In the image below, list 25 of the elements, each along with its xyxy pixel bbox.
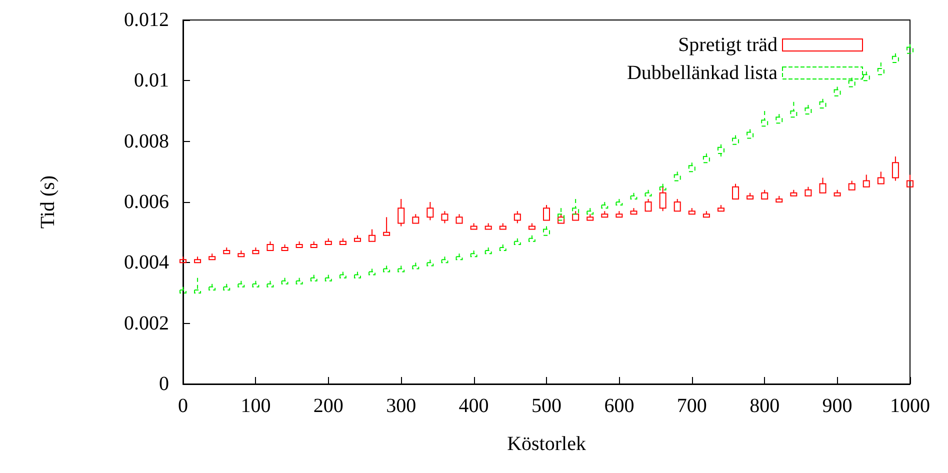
x-tick-label: 0 xyxy=(178,395,188,417)
x-axis-title: Köstorlek xyxy=(507,433,586,455)
candlestick xyxy=(398,198,405,227)
y-axis-title: Tid (s) xyxy=(37,175,59,229)
x-tick-label: 200 xyxy=(313,395,344,417)
y-tick-label: 0.002 xyxy=(124,312,169,334)
y-tick-label: 0.008 xyxy=(124,130,169,152)
x-tick-label: 800 xyxy=(750,395,780,417)
candlestick xyxy=(717,144,724,157)
y-tick-label: 0.006 xyxy=(124,191,169,213)
y-tick-label: 0.01 xyxy=(134,70,169,92)
y-tick-label: 0.004 xyxy=(124,252,169,274)
y-tick-label: 0 xyxy=(159,373,169,395)
x-tick-label: 100 xyxy=(240,395,271,417)
x-tick-label: 400 xyxy=(458,395,489,417)
x-tick-label: 1000 xyxy=(890,395,930,417)
x-tick-label: 600 xyxy=(604,395,634,417)
y-tick-label: 0.012 xyxy=(124,9,169,31)
candlestick xyxy=(892,156,899,182)
legend-label: Spretigt träd xyxy=(678,34,778,56)
x-tick-label: 500 xyxy=(532,395,562,417)
x-tick-label: 300 xyxy=(386,395,416,417)
legend-label: Dubbellänkad lista xyxy=(626,62,778,84)
x-tick-label: 900 xyxy=(822,395,852,417)
x-tick-label: 700 xyxy=(676,395,707,417)
